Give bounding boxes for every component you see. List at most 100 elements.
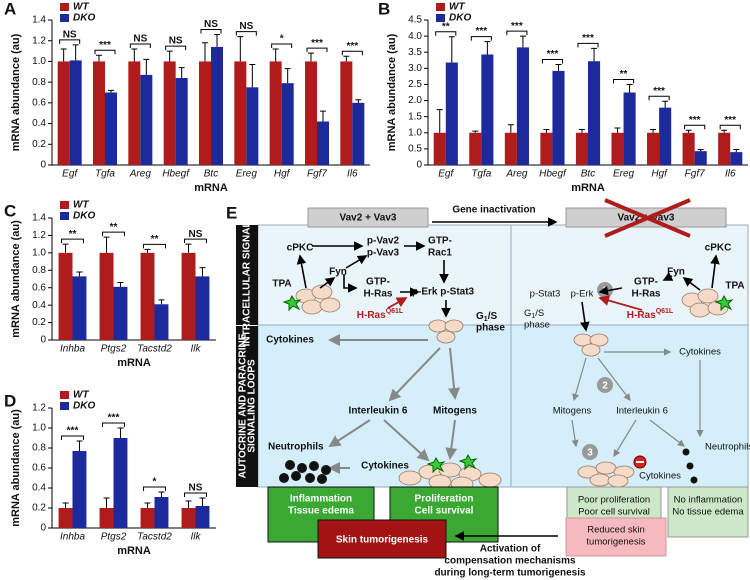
- y-tick-label: 0.4: [32, 483, 46, 494]
- inflammation: Inflammation: [290, 494, 352, 505]
- significance-bracket: [719, 124, 741, 130]
- significance-label: ***: [99, 40, 111, 51]
- bar: [99, 252, 114, 340]
- bar: [140, 508, 155, 528]
- x-tick-label: Tacstd2: [137, 344, 172, 355]
- significance-bracket: [61, 238, 84, 244]
- error-bar: [158, 299, 165, 305]
- significance-bracket: [506, 30, 528, 36]
- gene-box: [307, 207, 429, 228]
- significance-bracket: [143, 486, 166, 491]
- y-tick-label: 1.0: [32, 247, 46, 258]
- x-tick-label: Il6: [725, 169, 736, 180]
- compensation: compensation mechanisms: [444, 556, 576, 567]
- gtp-hras: H-Ras: [364, 289, 393, 300]
- background: [257, 324, 749, 488]
- y-tick-label: 1.2: [32, 230, 46, 241]
- error-bar: [436, 109, 443, 133]
- significance-label: ***: [689, 115, 701, 126]
- bar: [433, 132, 446, 165]
- x-tick-label: Inhba: [60, 344, 85, 355]
- cytokines: Cytokines: [266, 335, 314, 346]
- error-bar: [199, 497, 206, 506]
- y-axis-label: mRNA abundance (au): [10, 220, 22, 338]
- error-bar: [307, 52, 314, 62]
- outcome-box: [565, 517, 667, 557]
- panel-label: C: [4, 201, 16, 220]
- cytokines: Cytokines: [639, 471, 681, 482]
- significance-label: ***: [346, 41, 358, 52]
- bar: [317, 121, 330, 165]
- mitogens: Mitogens: [553, 406, 592, 417]
- legend-swatch: [60, 201, 69, 209]
- error-bar: [685, 129, 692, 133]
- error-bar: [166, 50, 173, 62]
- inflammation: No inflammation: [674, 495, 743, 506]
- skin-tumorigenesis: Skin tumorigenesis: [336, 535, 429, 546]
- legend-label: WT: [73, 2, 89, 13]
- y-axis-label: mRNA abundance (au): [386, 33, 398, 151]
- legend-swatch: [60, 402, 69, 410]
- error-bar: [578, 129, 585, 133]
- significance-label: NS: [63, 29, 77, 40]
- diagram: E INTRACELLULAR SIGNALING AUTOCRINE AND …: [226, 198, 750, 579]
- outcome-box: [667, 486, 749, 538]
- bar: [99, 508, 114, 528]
- error-bar: [199, 267, 206, 277]
- bar: [58, 508, 73, 528]
- neutrophil-group: [279, 460, 331, 484]
- y-tick-label: 3.0: [408, 63, 422, 74]
- x-tick-label: Btc: [581, 169, 595, 180]
- bar: [588, 61, 601, 165]
- hras: H-Ras: [357, 310, 386, 321]
- error-bar: [507, 124, 514, 133]
- error-bar: [733, 149, 740, 153]
- significance-bracket: [129, 43, 151, 48]
- significance-bracket: [271, 43, 293, 48]
- y-tick-label: 1.0: [408, 127, 422, 138]
- bar: [647, 132, 660, 165]
- pstat3: p-Stat3: [530, 289, 561, 300]
- legend-swatch: [60, 212, 69, 220]
- gene-inactivation: Gene inactivation: [452, 205, 535, 216]
- x-tick-label: Hgf: [651, 169, 668, 180]
- cell-cluster: [681, 288, 734, 318]
- error-bar: [650, 129, 657, 133]
- bar: [611, 132, 624, 165]
- bar: [72, 451, 87, 528]
- significance-bracket: [541, 58, 563, 64]
- error-bar: [591, 47, 598, 62]
- bar: [269, 61, 282, 165]
- y-tick-label: 0.4: [32, 118, 46, 129]
- y-axis-label: mRNA abundance (au): [10, 33, 22, 151]
- hras-sup: Q61L: [386, 308, 404, 315]
- phase: phase: [524, 320, 550, 331]
- perk-pstat3: p-Erk p-Stat3: [412, 287, 475, 298]
- bar: [694, 151, 707, 165]
- error-bar: [185, 500, 192, 508]
- x-tick-label: Egf: [62, 169, 78, 180]
- hras-mutant: H-RasQ61L: [627, 308, 674, 321]
- y-tick-label: 0.2: [32, 317, 46, 328]
- error-bar: [144, 502, 151, 508]
- error-bar: [343, 55, 350, 62]
- significance-label: ***: [653, 86, 665, 97]
- reduced-tumorigenesis: tumorigenesis: [586, 537, 645, 548]
- bar: [58, 252, 73, 340]
- neutrophil-group: [682, 448, 698, 484]
- side-label: SIGNALING LOOPS: [247, 359, 258, 453]
- error-bar: [237, 36, 244, 62]
- bar: [154, 497, 169, 528]
- x-tick-label: Il6: [347, 169, 358, 180]
- y-tick-label: 4.5: [408, 15, 422, 26]
- x-tick-label: Ereg: [236, 169, 258, 180]
- error-bar: [117, 281, 124, 287]
- bar: [140, 252, 155, 340]
- x-tick-label: Fgf7: [685, 169, 705, 180]
- y-tick-label: 0.2: [32, 139, 46, 150]
- side-label: INTRACELLULAR SIGNALING: [242, 203, 253, 346]
- significance-bracket: [143, 243, 166, 249]
- significance-bracket: [184, 492, 207, 497]
- x-tick-label: Hgf: [274, 169, 291, 180]
- significance-bracket: [59, 39, 81, 44]
